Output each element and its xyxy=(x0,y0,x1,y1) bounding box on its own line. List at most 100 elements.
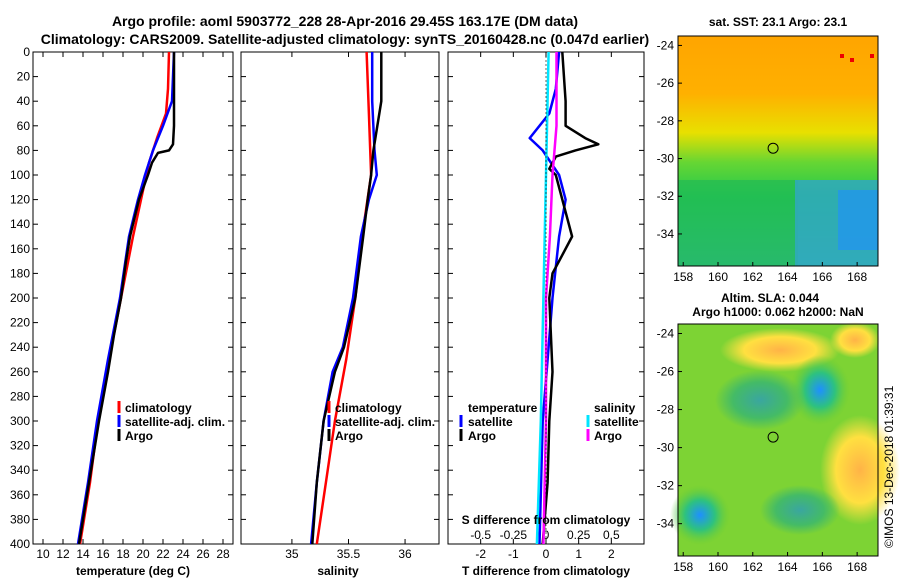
map-y-tick-label: -32 xyxy=(657,479,675,493)
difference-top-axis: -0.5 -0.25 0 0.25 0.5 xyxy=(470,528,620,542)
map-y-tick-label: -28 xyxy=(657,114,675,128)
y-tick-label: 380 xyxy=(10,512,30,526)
salinity-lines xyxy=(309,51,383,545)
sst-warm-pixel xyxy=(870,54,874,58)
sst-cold-patch xyxy=(838,190,878,250)
x-tick-label: 22 xyxy=(156,547,170,561)
argo-position-marker xyxy=(767,142,779,154)
y-tick-label: 40 xyxy=(17,94,31,108)
legend-s-satellite: satellite xyxy=(594,415,639,429)
y-tick-label: 20 xyxy=(17,70,31,84)
x-tick-label: 24 xyxy=(176,547,190,561)
difference-legend: temperature satellite Argo salinity sate… xyxy=(459,401,639,443)
x-tick-label: -2 xyxy=(475,547,486,561)
imos-credit: ©IMOS 13-Dec-2018 01:39:31 xyxy=(882,385,896,548)
legend-t-argo: Argo xyxy=(468,429,496,443)
sst-map: sat. SST: 23.1 Argo: 23.1 158 160 162 164 16… xyxy=(657,15,879,284)
y-tick-label: 60 xyxy=(17,119,31,133)
salinity-plot-frame xyxy=(240,51,440,545)
legend-climatology: climatology xyxy=(335,401,402,415)
y-tick-label: 240 xyxy=(10,340,30,354)
sla-map: Altim. SLA: 0.044 Argo h1000: 0.062 h200… xyxy=(657,291,900,574)
map-x-tick-label: 158 xyxy=(673,270,693,284)
map-y-tick-label: -26 xyxy=(657,365,675,379)
top-tick-label: 0 xyxy=(543,528,550,542)
difference-top-label: S difference from climatology xyxy=(462,513,631,527)
y-tick-label: 260 xyxy=(10,365,30,379)
y-tick-label: 300 xyxy=(10,414,30,428)
x-tick-label: 12 xyxy=(56,547,70,561)
top-tick-label: -0.25 xyxy=(500,528,528,542)
sla-high xyxy=(830,322,880,358)
map-x-tick-label: 166 xyxy=(812,560,832,574)
y-tick-label: 0 xyxy=(23,45,30,59)
sla-high xyxy=(820,415,900,525)
sst-map-title: sat. SST: 23.1 Argo: 23.1 xyxy=(709,15,848,29)
map-y-tick-label: -34 xyxy=(657,517,675,531)
x-tick-label: 0 xyxy=(543,547,550,561)
map-x-tick-label: 160 xyxy=(708,560,728,574)
sst-map-xaxis: 158 160 162 164 166 168 xyxy=(673,262,867,284)
top-tick-label: 0.5 xyxy=(603,528,620,542)
y-tick-label: 160 xyxy=(10,242,30,256)
sla-low xyxy=(760,485,840,535)
legend-climatology: climatology xyxy=(125,401,192,415)
figure-title-line1: Argo profile: aoml 5903772_228 28-Apr-20… xyxy=(112,13,578,29)
map-y-tick-label: -30 xyxy=(657,152,675,166)
sla-map-title-line2: Argo h1000: 0.062 h2000: NaN xyxy=(692,305,863,319)
y-tick-label: 100 xyxy=(10,168,30,182)
map-y-tick-label: -24 xyxy=(657,327,675,341)
map-x-tick-label: 168 xyxy=(847,270,867,284)
map-x-tick-label: 168 xyxy=(847,560,867,574)
sla-map-frame xyxy=(677,323,879,557)
salinity-xaxis: 35 35.5 36 xyxy=(241,51,439,561)
map-x-tick-label: 160 xyxy=(708,270,728,284)
x-tick-label: 20 xyxy=(136,547,150,561)
x-tick-label: 28 xyxy=(216,547,230,561)
temperature-xlabel: temperature (deg C) xyxy=(76,564,190,578)
sst-map-yaxis: -24 -26 -28 -30 -32 -34 xyxy=(657,38,682,241)
y-tick-label: 200 xyxy=(10,291,30,305)
argo-position-marker xyxy=(767,431,779,443)
y-tick-label: 360 xyxy=(10,488,30,502)
map-x-tick-label: 164 xyxy=(778,270,798,284)
series-line xyxy=(541,51,600,545)
x-tick-label: 26 xyxy=(196,547,210,561)
temperature-plot-frame xyxy=(32,51,234,545)
map-x-tick-label: 166 xyxy=(812,270,832,284)
legend-argo: Argo xyxy=(335,429,363,443)
series-line xyxy=(535,51,550,545)
sla-low xyxy=(790,355,850,425)
y-tick-label: 340 xyxy=(10,463,30,477)
x-tick-label: 14 xyxy=(76,547,90,561)
y-tick-label: 280 xyxy=(10,389,30,403)
map-y-tick-label: -30 xyxy=(657,441,675,455)
top-tick-label: 0.25 xyxy=(567,528,591,542)
map-x-tick-label: 158 xyxy=(673,560,693,574)
y-tick-label: 80 xyxy=(17,143,31,157)
x-tick-label: 10 xyxy=(36,547,50,561)
sla-map-title-line1: Altim. SLA: 0.044 xyxy=(721,291,819,305)
y-tick-label: 140 xyxy=(10,217,30,231)
legend-t-satellite: satellite xyxy=(468,415,513,429)
x-tick-label: 36 xyxy=(398,547,412,561)
legend-salinity-title: salinity xyxy=(594,401,636,415)
temperature-legend: climatology satellite-adj. clim. Argo xyxy=(117,401,225,443)
x-tick-label: 2 xyxy=(608,547,615,561)
map-y-tick-label: -24 xyxy=(657,38,675,52)
y-tick-label: 320 xyxy=(10,439,30,453)
x-tick-label: 35.5 xyxy=(337,547,361,561)
y-tick-label: 180 xyxy=(10,266,30,280)
sst-map-frame xyxy=(677,35,879,267)
sla-map-yaxis: -24 -26 -28 -30 -32 -34 xyxy=(657,327,682,531)
series-line xyxy=(77,52,176,545)
map-x-tick-label: 162 xyxy=(743,270,763,284)
sla-low xyxy=(670,485,730,545)
map-x-tick-label: 164 xyxy=(778,560,798,574)
salinity-panel: 35 35.5 36 salinity climatology satellite-… xyxy=(240,51,440,578)
temperature-yaxis: 0 20 40 60 80 100 120 140 160 180 200 220 240 260 280 3… xyxy=(10,45,233,551)
difference-panel: -2 -1 0 1 2 -0.5 -0.25 0 0.25 0.5 S difference f… xyxy=(447,51,645,578)
y-tick-label: 120 xyxy=(10,193,30,207)
map-y-tick-label: -28 xyxy=(657,403,675,417)
temperature-lines xyxy=(76,51,176,545)
